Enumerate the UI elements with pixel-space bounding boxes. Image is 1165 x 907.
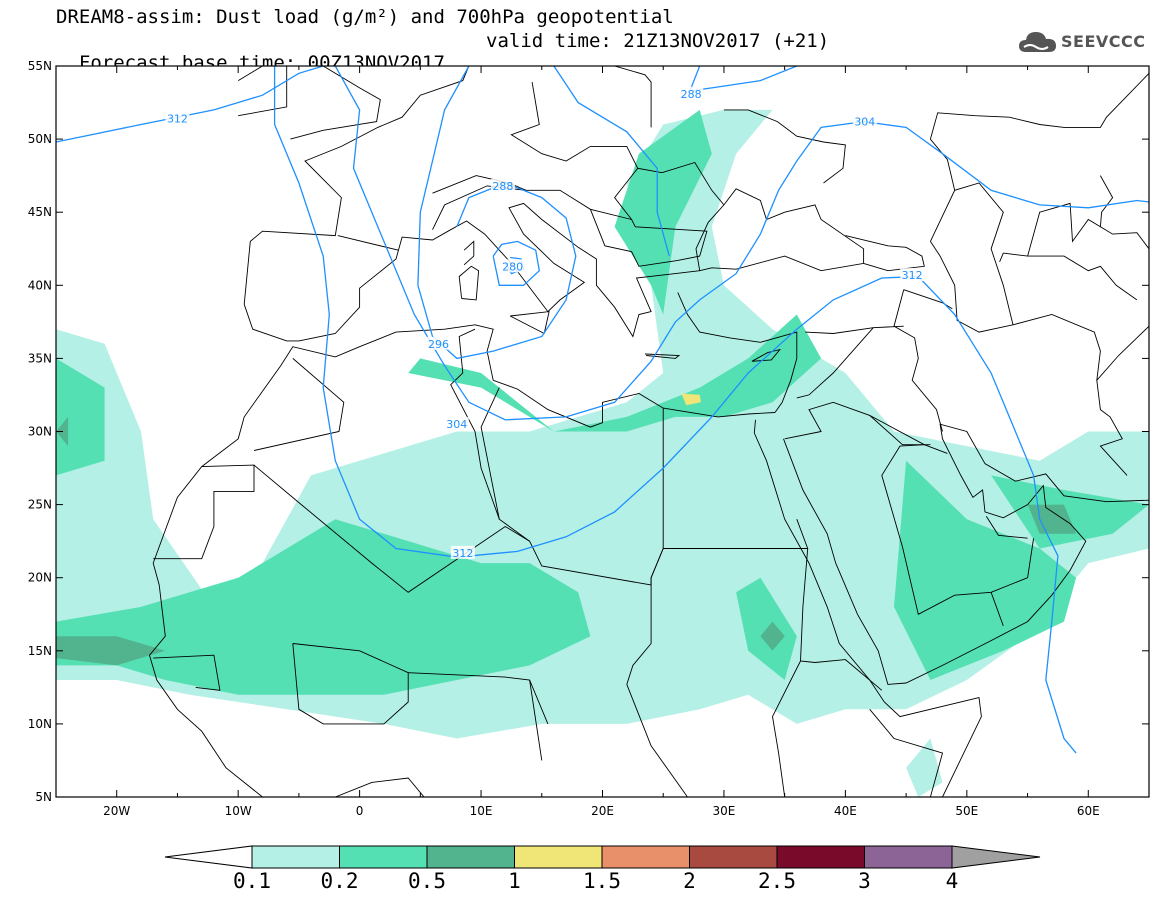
colorbar-swatch [689,845,778,869]
colorbar: 0.1 0.2 0.5 1 1.5 2 2.5 3 4 [164,845,1041,893]
seevccc-logo: SEEVCCC [1018,28,1146,54]
lon-tick-label: 10W [225,804,252,818]
contour-label: 304 [854,116,875,129]
colorbar-label: 2 [683,869,696,893]
colorbar-label: 0.2 [321,869,359,893]
logo-text: SEEVCCC [1061,31,1146,51]
lat-tick-label: 5N [35,790,52,804]
lat-tick-label: 15N [28,644,52,658]
lon-tick-label: 20W [103,804,130,818]
valid-time: valid time: 21Z13NOV2017 (+21) [486,30,830,52]
contour-label: 280 [502,260,523,273]
geopotential-contours: 312 288 304 288 280 312 296 304 312 [56,66,1149,754]
colorbar-swatch [601,845,690,869]
lat-tick-label: 45N [28,205,52,219]
dust-load-layer [56,109,1149,797]
colorbar-label: 1.5 [583,869,621,893]
lon-tick-label: 0 [356,804,364,818]
lat-tick-label: 30N [28,425,52,439]
lon-tick-label: 10E [470,804,493,818]
contour-label: 296 [428,338,449,351]
colorbar-swatch [776,845,865,869]
cloud-icon [1019,32,1056,52]
colorbar-low-arrow [164,845,253,869]
lon-tick-label: 50E [955,804,978,818]
contour-label: 312 [902,269,923,282]
map-title: DREAM8-assim: Dust load (g/m²) and 700hP… [56,6,674,28]
lat-tick-label: 20N [28,571,52,585]
colorbar-label: 3 [858,869,871,893]
colorbar-label: 4 [946,869,959,893]
colorbar-label: 1 [508,869,521,893]
lat-tick-label: 35N [28,351,52,365]
lat-tick-label: 10N [28,717,52,731]
contour-label: 312 [452,547,473,560]
colorbar-high-arrow [951,845,1041,869]
colorbar-label: 0.1 [233,869,271,893]
lat-tick-label: 25N [28,498,52,512]
lon-tick-label: 30E [713,804,736,818]
colorbar-swatch [864,845,953,869]
colorbar-swatch [514,845,603,869]
colorbar-swatch [426,845,515,869]
map-area: 312 288 304 288 280 312 296 304 312 [56,66,1149,797]
colorbar-label: 2.5 [758,869,796,893]
contour-label: 312 [167,113,188,126]
lon-tick-label: 60E [1077,804,1100,818]
contour-label: 288 [492,180,513,193]
colorbar-swatch [251,845,340,869]
coastlines-borders [149,66,1149,797]
lon-tick-label: 20E [591,804,614,818]
lat-tick-label: 55N [28,59,52,73]
lon-tick-label: 40E [834,804,857,818]
lat-tick-label: 50N [28,132,52,146]
contour-label: 288 [681,88,702,101]
lat-tick-label: 40N [28,278,52,292]
axis-ticks: 55N 50N 45N 40N 35N 30N 25N 20N 15N 10N 5N 20W 10W 0 1… [28,59,1150,818]
colorbar-label: 0.5 [408,869,446,893]
contour-label: 304 [446,418,467,431]
colorbar-swatch [339,845,428,869]
